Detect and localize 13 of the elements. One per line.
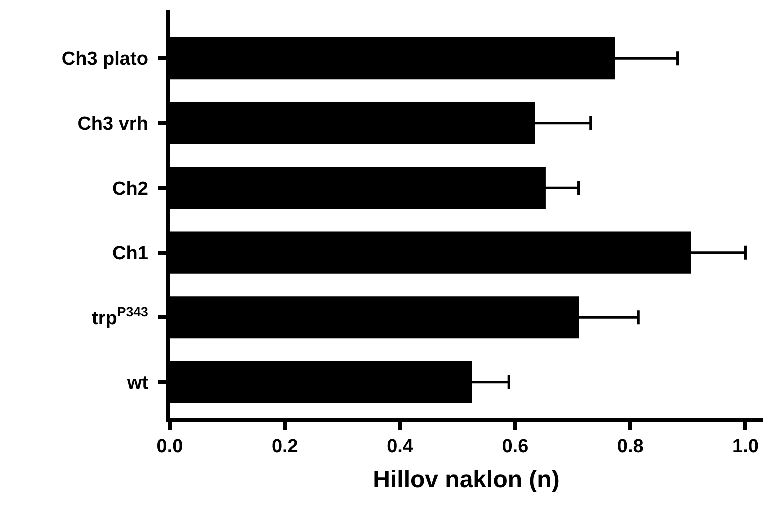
x-axis-title: Hillov naklon (n)	[373, 466, 560, 494]
x-tick-label: 0.0	[156, 436, 184, 458]
x-tick-label: 0.8	[617, 436, 644, 458]
x-tick-label: 0.2	[272, 436, 298, 458]
x-tick-label: 0.6	[502, 436, 529, 458]
x-tick-label: 1.0	[732, 436, 759, 458]
x-tick-label: 0.4	[387, 436, 414, 458]
y-tick-label: Ch1	[112, 244, 149, 265]
y-tick-label: Ch2	[112, 178, 148, 200]
y-tick-label: Ch3 plato	[62, 49, 148, 70]
y-tick-label: Ch3 vrh	[78, 114, 148, 135]
y-tick-label: trp$^{P343}$	[92, 304, 148, 330]
y-tick-label: wt	[126, 373, 150, 394]
